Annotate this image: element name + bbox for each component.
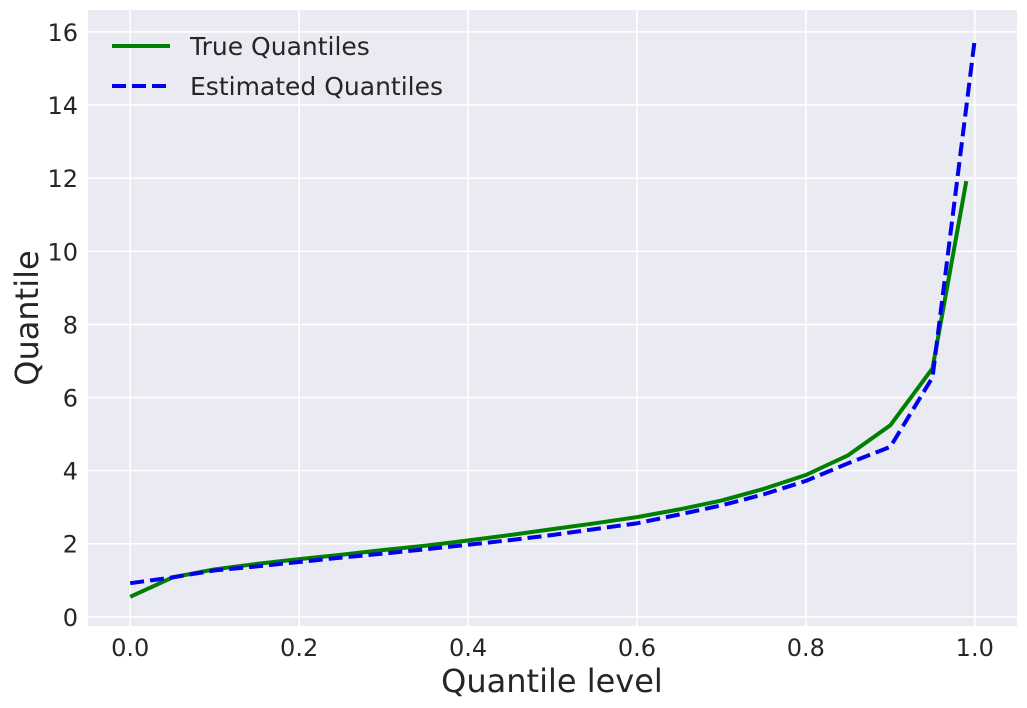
y-tick-label: 10 [47,238,78,266]
x-axis-label: Quantile level [441,662,663,700]
y-tick-label: 6 [63,385,78,413]
series-layer [129,38,977,599]
x-tick-label: 0.8 [787,634,825,662]
series-line-estimated-quantiles [129,38,977,586]
legend-label: True Quantiles [189,32,370,61]
x-tick-labels: 0.0 0.2 0.4 0.6 0.8 1.0 [111,634,994,662]
y-axis-label: Quantile [8,250,46,385]
series-line-true-quantiles [129,180,969,599]
y-tick-label: 4 [63,458,78,486]
plot-background [88,10,1017,626]
x-tick-label: 0.6 [618,634,656,662]
y-tick-label: 0 [63,604,78,632]
x-tick-label: 0.2 [280,634,318,662]
y-tick-label: 14 [47,92,78,120]
y-tick-label: 2 [63,531,78,559]
legend-label: Estimated Quantiles [190,72,443,101]
x-tick-label: 0.4 [449,634,487,662]
x-tick-label: 0.0 [111,634,149,662]
y-tick-label: 8 [63,311,78,339]
y-tick-labels: 0 2 4 6 8 10 12 14 16 [47,19,78,632]
grid-lines [88,10,1017,626]
y-tick-label: 16 [47,19,78,47]
x-tick-label: 1.0 [956,634,994,662]
y-tick-label: 12 [47,165,78,193]
legend: True Quantiles Estimated Quantiles [112,32,443,101]
